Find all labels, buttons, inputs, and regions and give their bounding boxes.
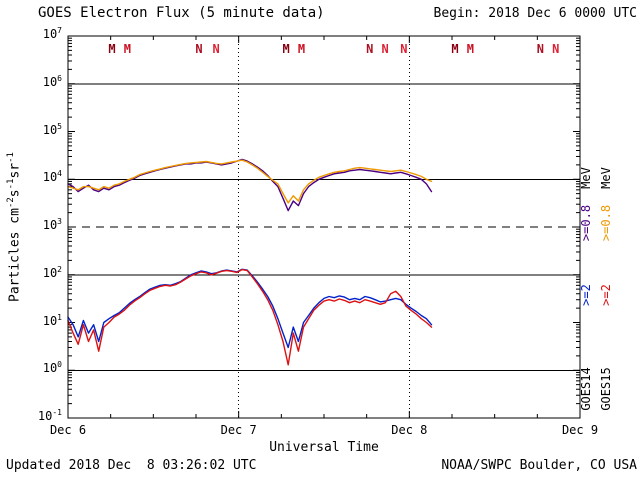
local-time-marker-n: N [381,42,389,56]
local-time-marker-n: N [366,42,374,56]
local-time-marker-m: M [282,42,290,56]
channel-0.8mev-label-goes15: >=0.8 [599,204,613,242]
local-time-marker-n: N [195,42,203,56]
x-tick-label: Dec 7 [220,423,257,437]
plot-border [67,35,581,419]
satellite-label-goes15: GOES15 [599,367,613,411]
y-axis-title-exp: -1 [6,178,17,190]
series-goes15->=0.8-mev [67,159,433,204]
local-time-marker-n: N [212,42,220,56]
begin-timestamp: Begin: 2018 Dec 6 0000 UTC [433,6,638,21]
x-tick-label: Dec 9 [561,423,599,437]
series-goes14->=0.8-mev [67,158,433,212]
channel-2mev-label-goes15: >=2 [599,284,613,306]
y-axis-title-exp: -1 [6,152,17,163]
y-tick-label-1e1: 101 [42,312,62,328]
y-tick-label-1e5: 105 [42,121,62,137]
series-goes15->=2-mev [67,268,433,366]
mev-unit-label-goes14: MeV [579,167,593,189]
local-time-marker-m: M [466,42,474,56]
y-axis-title-exp: -2 [6,197,17,209]
y-tick-label-1e2: 102 [42,264,62,280]
y-tick-label-1e4: 104 [42,169,62,185]
local-time-marker-n: N [400,42,408,56]
x-tick-label: Dec 6 [49,423,87,437]
y-tick-label-1e7: 107 [42,26,62,42]
local-time-marker-n: N [536,42,544,56]
y-axis-title-text: Particles cm [7,208,23,302]
y-axis-title-text: s [7,189,23,198]
y-axis-title: Particles cm-2s-1sr-1 [6,152,23,302]
y-axis-title-text: sr [7,162,23,179]
x-axis-title: Universal Time [269,440,379,455]
x-tick-label: Dec 8 [391,423,428,437]
chart-title: GOES Electron Flux (5 minute data) [38,5,325,21]
mev-unit-label-goes15: MeV [599,167,613,189]
channel-2mev-label-goes14: >=2 [579,284,593,306]
local-time-marker-m: M [451,42,459,56]
series-goes14->=2-mev [67,268,433,349]
local-time-marker-n: N [552,42,560,56]
y-tick-label-1e6: 106 [42,73,62,89]
y-tick-label-1e3: 103 [42,217,62,233]
updated-timestamp: Updated 2018 Dec 8 03:26:02 UTC [6,458,257,473]
credit-text: NOAA/SWPC Boulder, CO USA [441,458,637,473]
channel-0.8mev-label-goes14: >=0.8 [579,204,593,242]
local-time-marker-m: M [297,42,306,56]
local-time-marker-m: M [108,42,116,56]
satellite-label-goes14: GOES14 [579,367,593,411]
y-tick-label-1e0: 100 [42,360,62,376]
local-time-marker-m: M [123,42,131,56]
y-tick-label-1e-1: 10-1 [37,408,62,424]
